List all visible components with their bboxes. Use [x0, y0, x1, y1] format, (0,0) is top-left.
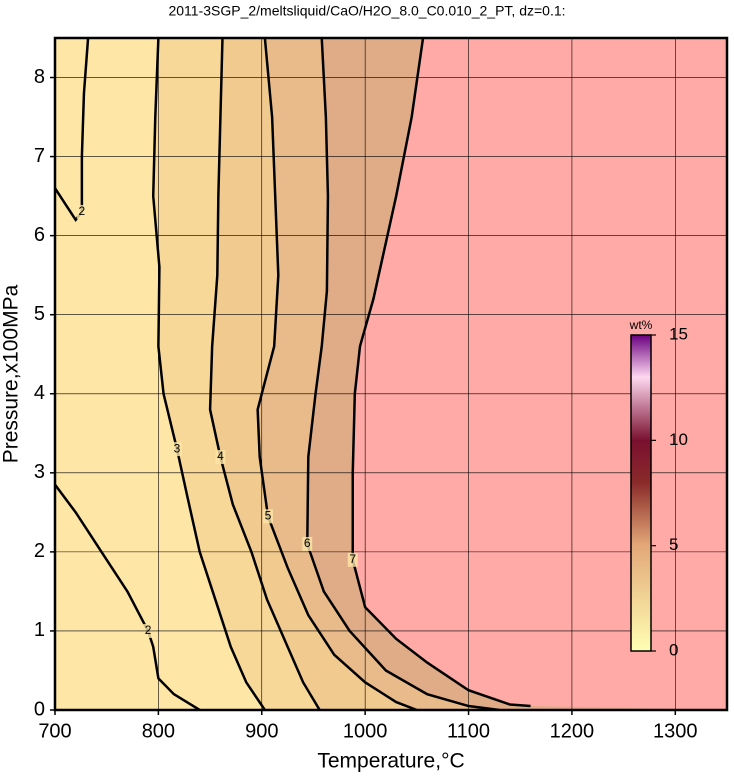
contour-region: [352, 38, 727, 710]
x-tick-label: 700: [38, 720, 71, 742]
contour-label-bg: [262, 509, 273, 524]
x-tick-label: 800: [142, 720, 175, 742]
colorbar-tick-label: 15: [669, 324, 688, 343]
contour-label-bg: [215, 450, 226, 465]
contour-label: 2: [145, 623, 152, 637]
x-tick-label: 900: [245, 720, 278, 742]
colorbar-tick-label: 5: [669, 535, 678, 554]
y-tick-label: 0: [34, 698, 45, 720]
x-tick-label: 1000: [343, 720, 388, 742]
contour-label: 4: [217, 449, 224, 463]
contour-label: 7: [349, 552, 356, 566]
colorbar-tick-label: 10: [669, 430, 688, 449]
contour-label: 5: [265, 508, 272, 522]
y-tick-label: 7: [34, 145, 45, 167]
x-tick-label: 1200: [550, 720, 595, 742]
x-tick-label: 1100: [447, 720, 490, 742]
contour-label-bg: [347, 552, 358, 567]
contour-label: 3: [174, 441, 181, 455]
colorbar-label: wt%: [629, 318, 653, 332]
y-tick-label: 5: [34, 303, 45, 325]
y-tick-label: 2: [34, 540, 45, 562]
contour-label: 2: [79, 204, 86, 218]
plot-frame: [53, 36, 729, 712]
contour-label-bg: [76, 204, 87, 219]
contour-label: 6: [304, 536, 311, 550]
contour-line: [306, 38, 500, 710]
contour-label-bg: [171, 442, 182, 457]
x-tick-label: 1300: [653, 720, 698, 742]
x-axis-label: Temperature,°C: [317, 750, 464, 773]
contour-line: [256, 38, 418, 710]
y-tick-label: 8: [34, 66, 45, 88]
y-tick-label: 6: [34, 224, 45, 246]
contour-line: [351, 38, 531, 708]
colorbar: [630, 334, 652, 652]
y-tick-label: 3: [34, 461, 45, 483]
chart-title: 2011-3SGP_2/meltsliquid/CaO/H2O_8.0_C0.0…: [168, 3, 565, 19]
colorbar-tick-label: 0: [669, 640, 678, 659]
y-tick-label: 1: [34, 619, 45, 641]
y-tick-label: 4: [34, 382, 45, 404]
contour-label-bg: [302, 536, 313, 551]
y-axis-label: Pressure,x100MPa: [0, 284, 23, 463]
